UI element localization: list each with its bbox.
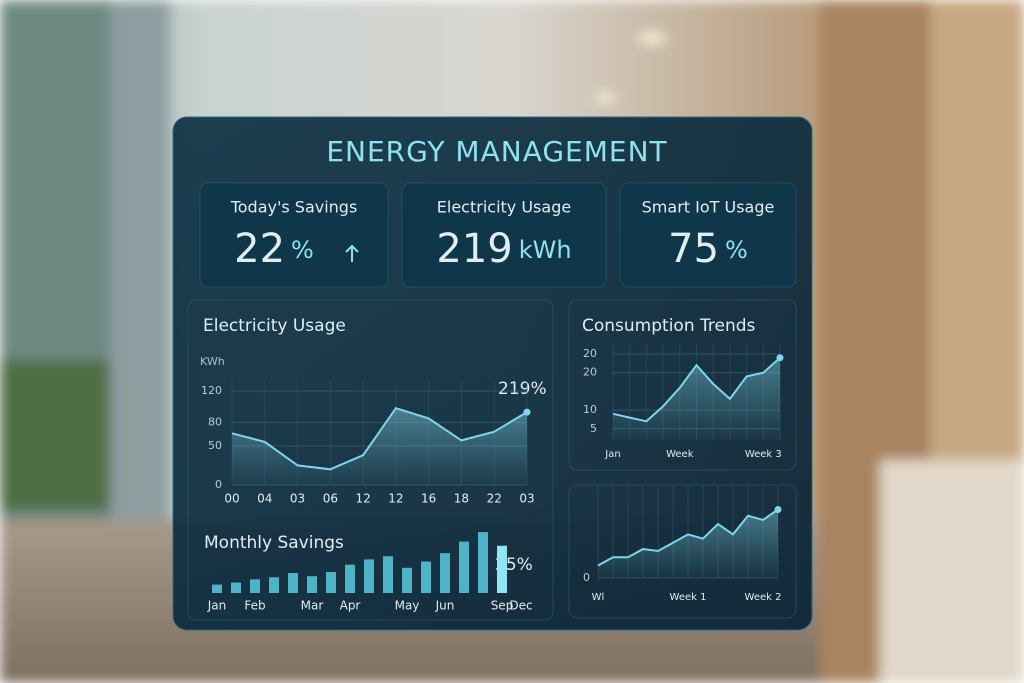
y-tick-label: 0 [215,478,222,491]
chart-title: Consumption Trends [582,316,756,336]
x-tick-label: Jan [604,449,620,460]
end-point [774,506,782,514]
y-tick-label: 120 [201,384,222,397]
y-tick-label: 20 [583,347,597,360]
x-tick-label: 12 [388,492,403,506]
area-fill [613,357,780,440]
kpi-value: 75% [668,226,748,272]
bar [212,584,222,593]
x-tick-label: Week 3 [745,449,782,460]
bar [269,577,279,593]
x-tick-label: 22 [487,492,502,506]
chart-title: Electricity Usage [203,316,346,336]
x-tick-label: May [395,599,420,613]
kpi-label: Electricity Usage [437,198,571,217]
chart-title: Monthly Savings [204,533,344,553]
bar [288,573,298,593]
kpi-label: Today's Savings [230,198,358,217]
kpi-label: Smart IoT Usage [642,198,775,217]
x-tick-label: 04 [257,492,272,506]
x-tick-label: Apr [340,599,361,613]
x-tick-label: Dec [509,599,532,613]
y-tick-label: 10 [583,403,597,416]
title: ENERGY MANAGEMENT [326,135,667,168]
line [612,356,781,423]
x-tick-label: Week 2 [745,592,782,603]
x-tick-label: 00 [224,492,239,506]
bar [421,561,431,593]
kpi-unit: % [725,236,748,264]
bar [497,545,507,593]
x-tick-label: 03 [290,492,305,506]
y-tick-label: 80 [208,415,222,428]
bar [345,564,355,593]
x-tick-label: 16 [421,492,436,506]
end-point [776,354,784,362]
y-tick-label: 20 [583,366,597,379]
line [597,508,779,567]
x-tick-label: 18 [454,492,469,506]
kpi-number: 219 [436,226,512,272]
x-tick-label: Feb [244,599,265,613]
area-fill [232,408,527,485]
x-tick-label: 03 [519,492,534,506]
bar [478,532,488,593]
y-tick-label: 5 [590,422,597,435]
bar [383,556,393,593]
x-tick-label: 12 [355,492,370,506]
annotation: 219% [498,379,547,399]
x-tick-label: Wl [592,592,605,603]
y-tick-label: 0 [583,571,590,584]
bar [250,579,260,593]
kpi-number: 75 [668,226,719,272]
bar [231,582,241,593]
cards [187,182,797,621]
x-tick-label: 06 [323,492,338,506]
line [231,407,528,471]
y-axis-label: KWh [200,355,225,368]
y-tick-label: 50 [208,439,222,452]
x-tick-label: Mar [301,599,324,613]
x-tick-label: Jan [207,599,227,613]
bar [440,553,450,593]
x-tick-label: Jun [435,599,455,613]
bar [326,572,336,593]
end-point [523,408,531,416]
area-fill [598,509,778,578]
x-tick-label: Week [666,449,694,460]
kpi-value: 219 kWh [436,226,571,272]
kpi-value: 22% [234,226,314,272]
bar [459,541,469,593]
x-tick-label: Week 1 [670,592,707,603]
bar [307,576,317,593]
up-arrow-icon [345,244,359,262]
bar [364,559,374,593]
kpi-unit: kWh [519,236,572,264]
kpi-number: 22 [234,226,285,272]
bar [402,567,412,593]
kpi-unit: % [291,236,314,264]
x-tick-label: Sep [491,599,514,613]
